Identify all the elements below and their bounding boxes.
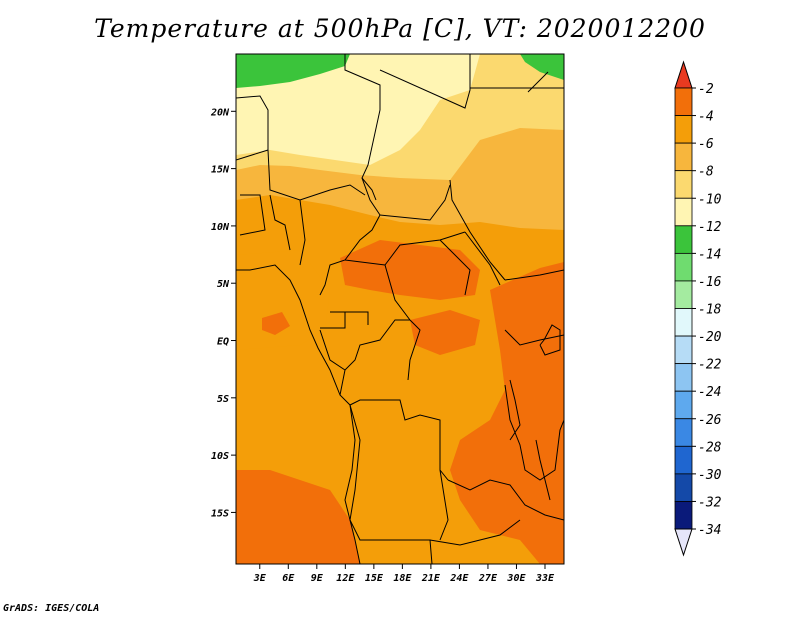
x-tick-label: 21E bbox=[421, 573, 441, 584]
colorbar-bin bbox=[674, 501, 693, 530]
y-tick-label: 20N bbox=[210, 107, 230, 118]
field-region-minus6-west-band bbox=[236, 250, 330, 350]
x-tick-label: 24E bbox=[449, 573, 469, 584]
colorbar-bin bbox=[674, 445, 693, 475]
field-region-minus12 bbox=[236, 54, 480, 165]
colorbar-label: -34 bbox=[698, 523, 721, 538]
x-tick-label: 18E bbox=[393, 573, 412, 584]
y-tick-label: 15S bbox=[211, 508, 229, 519]
y-tick-label: 5N bbox=[217, 279, 230, 290]
colorbar-bin bbox=[674, 225, 693, 254]
colorbar-bin bbox=[674, 252, 693, 282]
colorbar-under-arrow bbox=[674, 528, 693, 557]
colorbar-bin bbox=[674, 115, 693, 144]
field-region-minus14-west bbox=[236, 54, 350, 88]
colorbar-label: -32 bbox=[698, 495, 722, 510]
colorbar-bin bbox=[674, 335, 693, 365]
x-axis: 3E 6E 9E 12E 15E 18E 21E 24E 27E 30E 33E bbox=[253, 564, 555, 584]
colorbar-label: -20 bbox=[698, 330, 722, 345]
colorbar-bin bbox=[674, 280, 693, 309]
colorbar-bin bbox=[674, 142, 693, 172]
y-tick-label: 15N bbox=[211, 165, 230, 176]
colorbar-label: -26 bbox=[698, 413, 722, 428]
field-region-minus4-southwest bbox=[236, 470, 360, 564]
y-tick-label: 10S bbox=[211, 451, 229, 462]
chart-title: Temperature at 500hPa [C], VT: 202001220… bbox=[94, 14, 706, 43]
colorbar-bin bbox=[674, 418, 693, 447]
colorbar-label: -30 bbox=[698, 468, 722, 483]
colorbar-over-arrow bbox=[674, 60, 693, 89]
colorbar-bin bbox=[674, 363, 693, 392]
colorbar-label: -14 bbox=[698, 247, 721, 262]
x-tick-label: 6E bbox=[282, 573, 295, 584]
colorbar: -2 -4 -6 -8 -10 -12 -14 -16 -18 -20 -22 -24 -26 -28 -3… bbox=[674, 60, 722, 557]
colorbar-label: -18 bbox=[698, 303, 722, 318]
map-frame bbox=[235, 53, 565, 565]
field-region-minus14-east bbox=[520, 54, 564, 80]
field-region-minus4-midsouth bbox=[410, 310, 480, 355]
colorbar-label: -6 bbox=[698, 137, 714, 152]
y-axis: 20N 15N 10N 5N EQ 5S 10S 15S bbox=[210, 107, 236, 519]
y-tick-label: 5S bbox=[217, 394, 229, 405]
colorbar-bin bbox=[674, 390, 693, 420]
y-tick-label: EQ bbox=[217, 337, 229, 348]
colorbar-label: -2 bbox=[698, 82, 714, 97]
colorbar-bin bbox=[674, 308, 693, 337]
x-tick-label: 30E bbox=[506, 573, 526, 584]
credit-text: GrADS: IGES/COLA bbox=[3, 603, 100, 614]
colorbar-label: -22 bbox=[698, 358, 722, 373]
field-region-minus4-blob bbox=[262, 312, 290, 335]
x-tick-label: 12E bbox=[336, 573, 355, 584]
field-region-minus4-central bbox=[340, 240, 480, 300]
colorbar-bin bbox=[674, 197, 693, 227]
colorbar-label: -12 bbox=[698, 220, 722, 235]
map-area bbox=[236, 54, 564, 564]
colorbar-label: -24 bbox=[698, 385, 721, 400]
x-tick-label: 27E bbox=[478, 573, 498, 584]
x-tick-label: 9E bbox=[311, 573, 324, 584]
y-tick-label: 10N bbox=[211, 222, 230, 233]
x-tick-label: 15E bbox=[365, 573, 384, 584]
colorbar-label: -10 bbox=[698, 192, 722, 207]
colorbar-label: -8 bbox=[698, 165, 714, 180]
colorbar-bin bbox=[674, 87, 693, 116]
colorbar-bin bbox=[674, 170, 693, 199]
colorbar-label: -28 bbox=[698, 440, 722, 455]
colorbar-label: -16 bbox=[698, 275, 722, 290]
colorbar-bin bbox=[674, 473, 693, 502]
x-tick-label: 33E bbox=[535, 573, 555, 584]
country-borders bbox=[236, 54, 564, 564]
field-region-minus4-east bbox=[450, 262, 564, 564]
x-tick-label: 3E bbox=[253, 573, 267, 584]
colorbar-label: -4 bbox=[698, 110, 714, 125]
